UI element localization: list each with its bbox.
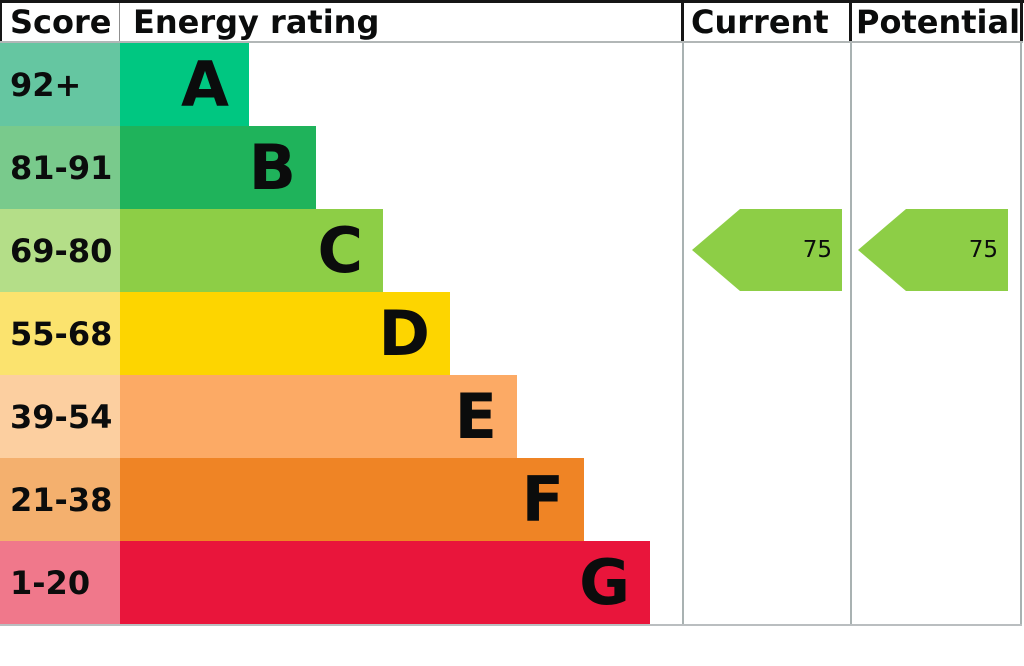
current-rating-value: 75	[802, 237, 832, 263]
score-range-e: 39-54	[0, 375, 120, 458]
score-range-d: 55-68	[0, 292, 120, 375]
score-range-c: 69-80	[0, 209, 120, 292]
band-row-d: 55-68 D	[0, 292, 682, 375]
table-bottom-border	[0, 624, 1022, 626]
header-left-border	[0, 0, 2, 41]
rating-bar-c: C	[120, 209, 383, 292]
header-score: Score	[10, 3, 112, 41]
score-range-b: 81-91	[0, 126, 120, 209]
rating-bar-f: F	[120, 458, 584, 541]
band-row-f: 21-38 F	[0, 458, 682, 541]
header-bottom-border	[0, 41, 1023, 43]
rating-bar-d: D	[120, 292, 450, 375]
potential-rating-arrow: 75	[852, 209, 1010, 291]
header-divider-energy-current	[681, 0, 684, 41]
band-row-a: 92+ A	[0, 43, 682, 126]
rating-bar-e: E	[120, 375, 517, 458]
rating-bar-b: B	[120, 126, 316, 209]
score-range-a: 92+	[0, 43, 120, 126]
header-current: Current	[691, 3, 829, 41]
rating-bar-a: A	[120, 43, 249, 126]
band-rows: 92+ A 81-91 B 69-80 C 55-68 D 39-54 E 21…	[0, 43, 682, 624]
potential-rating-value: 75	[968, 237, 998, 263]
band-row-g: 1-20 G	[0, 541, 682, 624]
header-energy-rating: Energy rating	[133, 3, 380, 41]
left-arrow-icon	[858, 209, 1008, 291]
band-row-c: 69-80 C	[0, 209, 682, 292]
score-range-f: 21-38	[0, 458, 120, 541]
band-row-e: 39-54 E	[0, 375, 682, 458]
band-row-b: 81-91 B	[0, 126, 682, 209]
header-right-border	[1020, 0, 1023, 41]
left-arrow-icon	[692, 209, 842, 291]
header-divider-current-potential	[849, 0, 852, 41]
rating-bar-g: G	[120, 541, 650, 624]
header-divider-score-energy	[119, 3, 120, 41]
current-rating-arrow: 75	[686, 209, 844, 291]
column-divider-potential	[850, 43, 852, 624]
header-potential: Potential	[856, 3, 1021, 41]
score-range-g: 1-20	[0, 541, 120, 624]
column-divider-current	[682, 43, 684, 624]
table-top-border	[0, 0, 1024, 3]
table-right-border	[1020, 43, 1022, 624]
